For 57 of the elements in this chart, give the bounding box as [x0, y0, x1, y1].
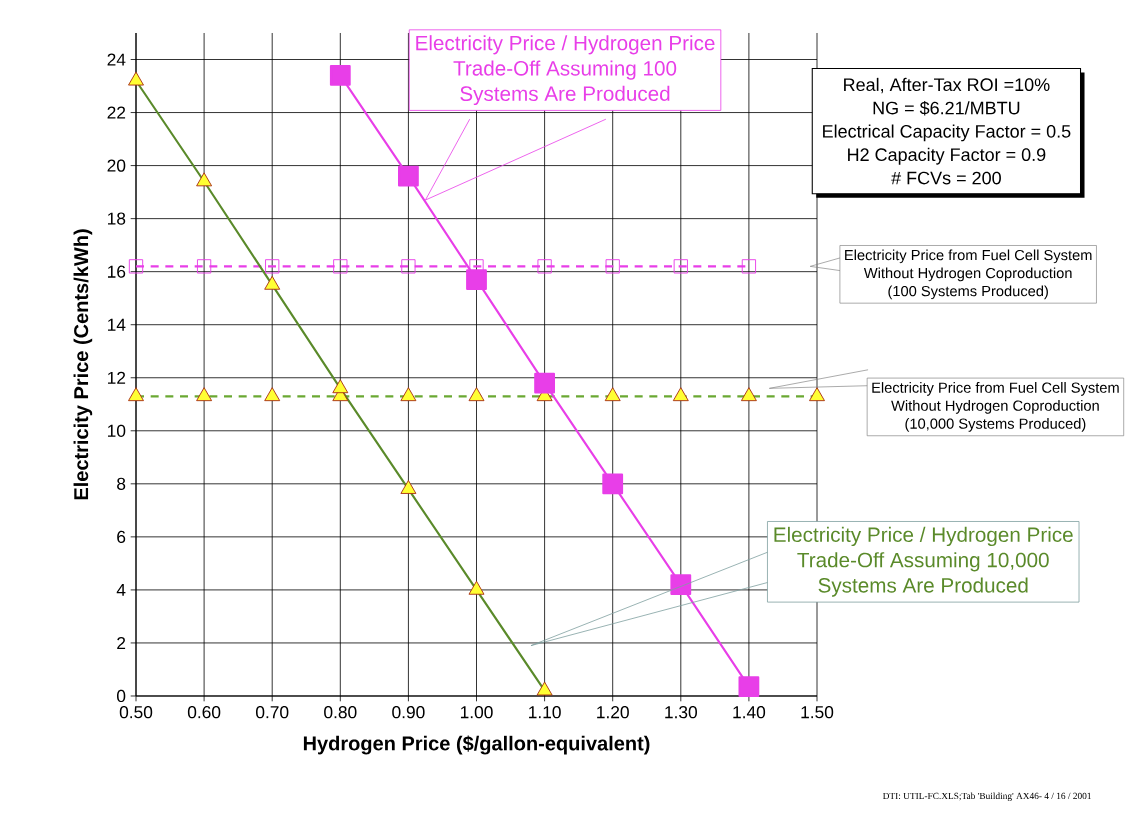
point: [534, 372, 556, 394]
y-tick-label: 22: [107, 106, 126, 119]
x-tick-label: 0.70: [256, 706, 289, 719]
y-axis-title: Electricity Price (Cents/kWh): [73, 229, 93, 500]
point: [265, 259, 280, 274]
y-tick-label: 4: [116, 583, 126, 596]
text: H2 Capacity Factor = 0.9: [848, 147, 1046, 165]
y-tick-label: 12: [108, 371, 126, 384]
point: [741, 259, 757, 274]
y-tick-label: 20: [107, 159, 126, 172]
x-tick-label: 0.90: [392, 706, 425, 719]
text: (10,000 Systems Produced): [905, 418, 1086, 432]
annotation: Trade-Off Assuming 10,000: [797, 552, 1049, 572]
point: [466, 269, 487, 291]
y-tick-label: 14: [108, 318, 126, 331]
annotation: Systems Are Produced: [460, 85, 670, 106]
text: Electricity Price from Fuel Cell System: [845, 249, 1092, 264]
x-tick-label: 1.00: [460, 706, 493, 719]
x-tick-label: 1.40: [733, 706, 766, 719]
text: Without Hydrogen Coproduction: [891, 400, 1099, 414]
x-axis-title: Hydrogen Price ($/gallon-equivalent): [303, 735, 650, 755]
text: DTI: UTIL-FC.XLS;Tab 'Building' AX46- 4 / 16 / 2001: [882, 792, 1091, 801]
y-tick-label: 18: [108, 212, 126, 225]
annotation: Electricity Price / Hydrogen Price: [774, 526, 1073, 547]
point: [673, 259, 688, 274]
text: # FCVs = 200: [891, 171, 1001, 185]
point: [333, 259, 348, 274]
text: Electricity Price from Fuel Cell System: [872, 382, 1119, 396]
text: Electrical Capacity Factor = 0.5: [823, 124, 1071, 142]
annotation: Electricity Price / Hydrogen Price: [416, 35, 715, 55]
x-tick-label: 0.50: [119, 706, 153, 719]
text: Real, After-Tax ROI =10%: [844, 77, 1050, 94]
point: [128, 259, 144, 274]
annotation: Trade-Off Assuming 100: [453, 60, 677, 80]
point: [605, 259, 620, 274]
y-tick-label: 2: [117, 636, 126, 649]
y-tick-label: 0: [116, 689, 126, 703]
y-tick-label: 10: [108, 424, 126, 437]
text: Without Hydrogen Coproduction: [863, 267, 1072, 282]
x-tick-label: 1.50: [801, 706, 834, 719]
text: NG = $6.21/MBTU: [873, 100, 1020, 116]
x-tick-label: 1.30: [665, 706, 697, 719]
x-tick-label: 0.60: [187, 706, 221, 719]
point: [196, 259, 212, 274]
text: Systems Are Produced: [818, 577, 1028, 597]
point: [329, 65, 351, 86]
y-tick-label: 24: [107, 53, 126, 66]
y-tick-label: 6: [117, 530, 126, 543]
point: [398, 165, 419, 187]
x-tick-label: 1.20: [597, 706, 629, 719]
x-tick-label: 1.10: [529, 706, 561, 719]
y-tick-label: 16: [108, 265, 126, 278]
point: [401, 259, 416, 274]
text: (100 Systems Produced): [888, 285, 1048, 300]
y-tick-label: 8: [117, 477, 126, 490]
point: [537, 259, 552, 274]
x-tick-label: 0.80: [324, 706, 357, 719]
